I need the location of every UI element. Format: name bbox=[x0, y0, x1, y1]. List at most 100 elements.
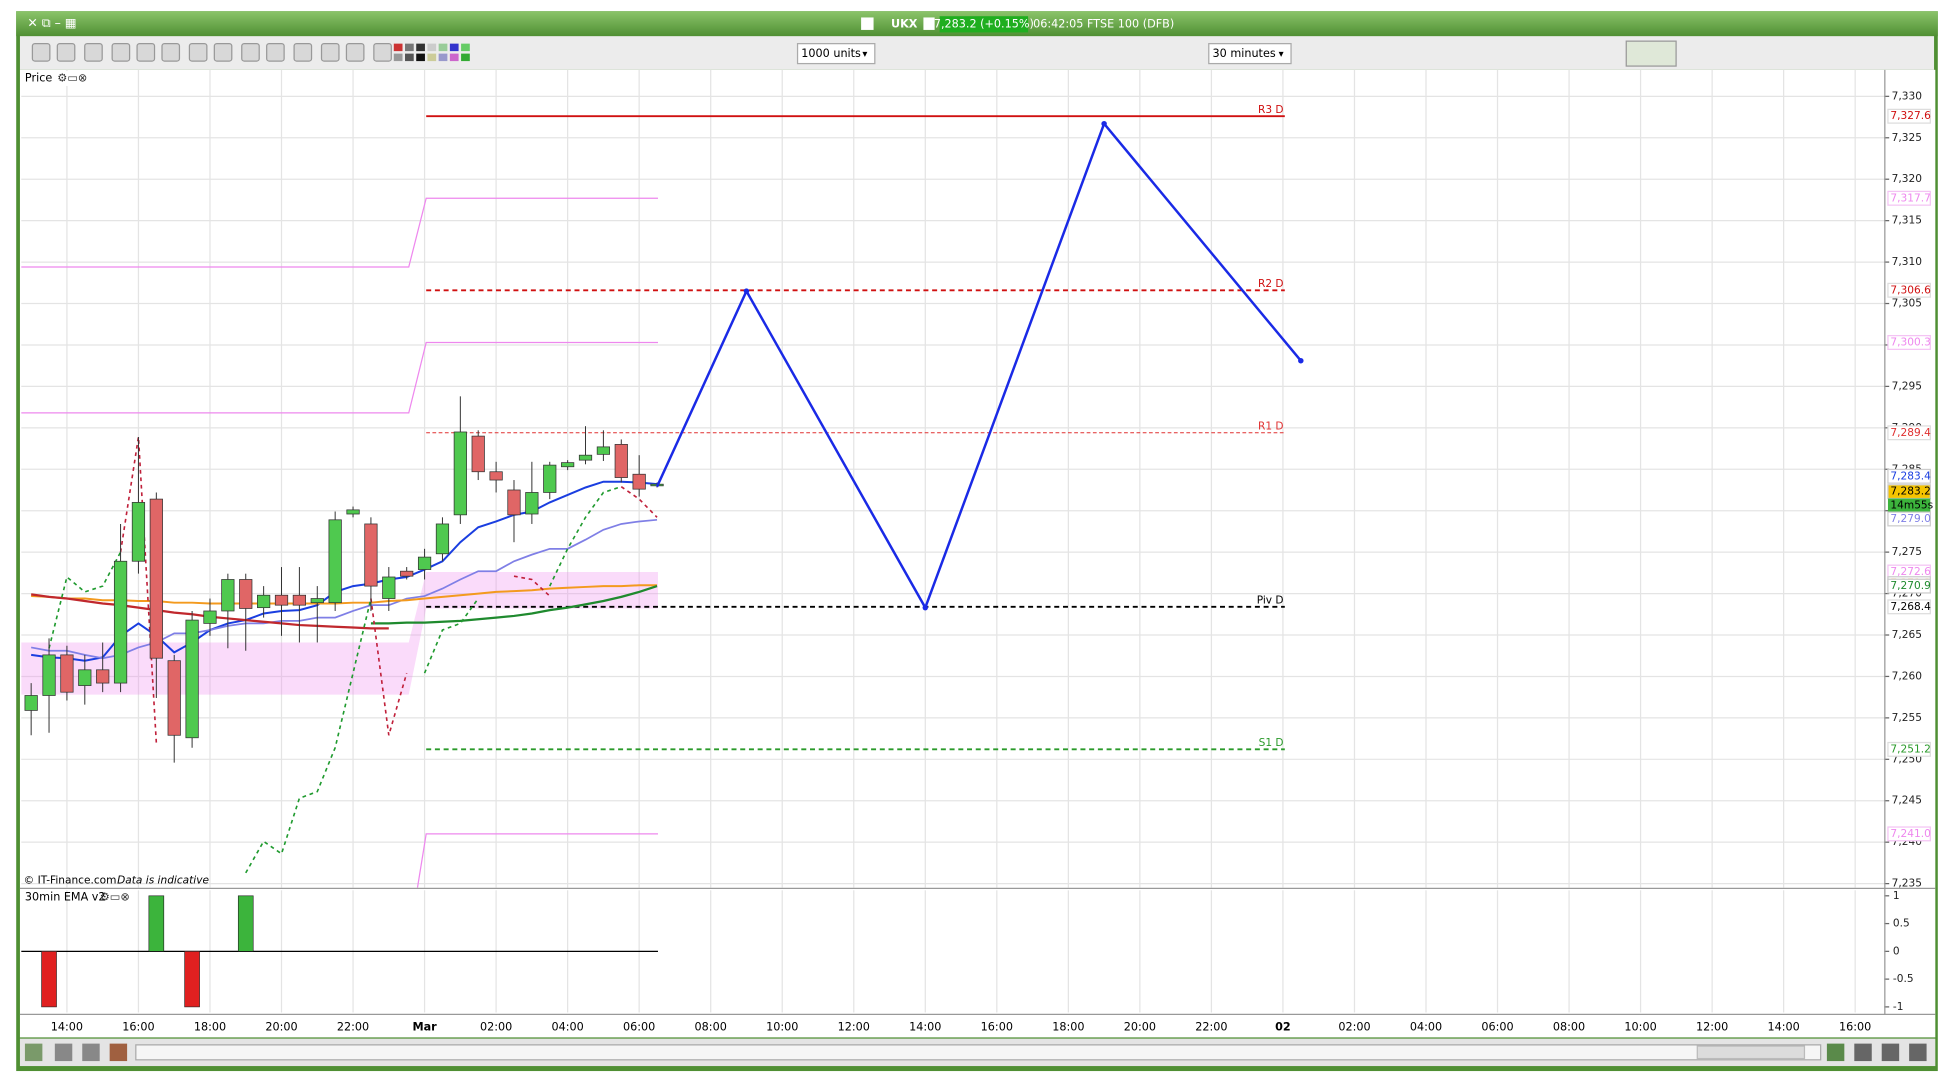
x-tick-label: 02:00 bbox=[1338, 1020, 1370, 1033]
tool-button[interactable] bbox=[266, 43, 285, 62]
x-tick-label: 16:00 bbox=[981, 1020, 1013, 1033]
candle-body bbox=[274, 594, 289, 606]
y-tick-label: -1 bbox=[1893, 1001, 1904, 1013]
y-tick-label: -0.5 bbox=[1893, 973, 1914, 985]
bottom-icon[interactable] bbox=[54, 1043, 73, 1062]
tool-button[interactable] bbox=[161, 43, 181, 62]
tool-button[interactable] bbox=[136, 43, 156, 62]
indicator-bar bbox=[237, 895, 254, 952]
dropdown-arrow[interactable]: ▾ bbox=[1279, 49, 1284, 60]
drawing-vertex bbox=[1101, 120, 1107, 127]
price-tag bbox=[1887, 190, 1931, 206]
panel-buttons[interactable]: ⚙▭⊗ bbox=[100, 891, 130, 904]
indicator-line bbox=[48, 551, 122, 649]
dropdown-arrow[interactable]: ▾ bbox=[862, 49, 867, 60]
indicator-line bbox=[620, 486, 658, 518]
tool-button[interactable] bbox=[56, 43, 76, 62]
tool-button[interactable] bbox=[241, 43, 260, 62]
color-swatch[interactable] bbox=[393, 53, 403, 62]
color-swatch[interactable] bbox=[449, 53, 459, 62]
x-tick-label: 16:00 bbox=[1839, 1020, 1871, 1033]
window-controls[interactable]: ✕ ⧉ – ▦ bbox=[27, 15, 76, 30]
price-plot bbox=[21, 69, 1885, 888]
color-swatch[interactable] bbox=[438, 53, 448, 62]
candle-body bbox=[614, 444, 628, 478]
candle-body bbox=[24, 695, 38, 711]
bottom-icon[interactable] bbox=[109, 1043, 128, 1062]
y-tick-label: 7,305 bbox=[1892, 298, 1922, 310]
price-panel-header bbox=[21, 71, 104, 87]
price-panel-label: Price bbox=[25, 72, 52, 85]
tool-button[interactable] bbox=[188, 43, 208, 62]
scrollbar[interactable] bbox=[135, 1044, 1822, 1061]
price-tag bbox=[1887, 741, 1931, 757]
indicator-panel-label: 30min EMA v2 bbox=[25, 891, 106, 904]
y-tick-label: 7,320 bbox=[1892, 173, 1923, 185]
y-tick-label: 0 bbox=[1893, 945, 1900, 957]
units-dropdown[interactable] bbox=[796, 43, 876, 65]
chart-style-button[interactable] bbox=[1625, 40, 1677, 67]
tool-button[interactable] bbox=[31, 43, 51, 62]
zoom-icon[interactable] bbox=[1826, 1043, 1845, 1062]
panel-buttons[interactable]: ⚙▭⊗ bbox=[57, 72, 87, 85]
price-tag bbox=[1887, 599, 1931, 615]
zoom-icon[interactable] bbox=[1854, 1043, 1872, 1062]
info-icon[interactable] bbox=[923, 17, 935, 30]
scroll-thumb[interactable] bbox=[1696, 1045, 1806, 1060]
y-tick-label: 7,315 bbox=[1892, 215, 1922, 227]
color-swatch[interactable] bbox=[461, 53, 470, 62]
tool-button[interactable] bbox=[373, 43, 392, 62]
color-swatch[interactable] bbox=[416, 43, 425, 52]
color-swatch[interactable] bbox=[427, 53, 437, 62]
bottom-icon[interactable] bbox=[24, 1043, 43, 1062]
candle-body bbox=[131, 502, 146, 562]
color-swatch[interactable] bbox=[449, 43, 459, 52]
pink-line bbox=[416, 833, 658, 888]
price-tag-label: 7,241.0 bbox=[1890, 828, 1931, 840]
candle-body bbox=[489, 471, 503, 481]
tool-button[interactable] bbox=[345, 43, 365, 62]
symbol-icon[interactable] bbox=[861, 17, 874, 30]
countdown-box bbox=[1887, 498, 1931, 513]
tool-button[interactable] bbox=[111, 43, 131, 62]
x-tick-label: 06:00 bbox=[1481, 1020, 1513, 1033]
candle-body bbox=[400, 570, 414, 577]
tool-button[interactable] bbox=[213, 43, 233, 62]
units-text: 1000 units bbox=[801, 47, 861, 60]
x-tick-label: Mar bbox=[412, 1020, 437, 1033]
drawing-vertex bbox=[743, 288, 750, 294]
interval-dropdown[interactable] bbox=[1208, 43, 1292, 65]
color-swatch[interactable] bbox=[427, 43, 437, 52]
quote-info: 06:42:05 FTSE 100 (DFB) bbox=[1033, 17, 1174, 30]
candle-body bbox=[453, 431, 467, 516]
color-swatch[interactable] bbox=[405, 53, 414, 62]
color-swatch[interactable] bbox=[405, 43, 414, 52]
color-swatch[interactable] bbox=[438, 43, 448, 52]
zoom-icon[interactable] bbox=[1909, 1043, 1927, 1062]
color-swatch[interactable] bbox=[416, 53, 425, 62]
candle-body bbox=[435, 523, 450, 555]
candle-body bbox=[507, 489, 521, 516]
tool-button[interactable] bbox=[84, 43, 103, 62]
color-swatch[interactable] bbox=[461, 43, 470, 52]
x-tick-label: 08:00 bbox=[1553, 1020, 1585, 1033]
countdown: 14m55s bbox=[1890, 499, 1933, 511]
candle-body bbox=[525, 492, 539, 515]
price-tag-label: 7,289.4 bbox=[1890, 427, 1931, 439]
tool-button[interactable] bbox=[320, 43, 340, 62]
interval-text: 30 minutes bbox=[1213, 47, 1276, 60]
bottom-icon[interactable] bbox=[82, 1043, 100, 1062]
x-tick-label: 04:00 bbox=[551, 1020, 583, 1033]
zoom-icon[interactable] bbox=[1881, 1043, 1900, 1062]
candle-body bbox=[417, 556, 432, 570]
x-tick-label: 14:00 bbox=[909, 1020, 941, 1033]
color-swatch[interactable] bbox=[393, 43, 403, 52]
candle-body bbox=[382, 576, 396, 599]
candle-body bbox=[78, 669, 92, 686]
tool-button[interactable] bbox=[293, 43, 313, 62]
level-label: R1 D bbox=[1258, 421, 1284, 433]
x-tick-label: 22:00 bbox=[1195, 1020, 1227, 1033]
indicator-line bbox=[30, 518, 658, 660]
y-tick-label: 7,310 bbox=[1892, 256, 1923, 268]
x-tick-label: 06:00 bbox=[623, 1020, 655, 1033]
